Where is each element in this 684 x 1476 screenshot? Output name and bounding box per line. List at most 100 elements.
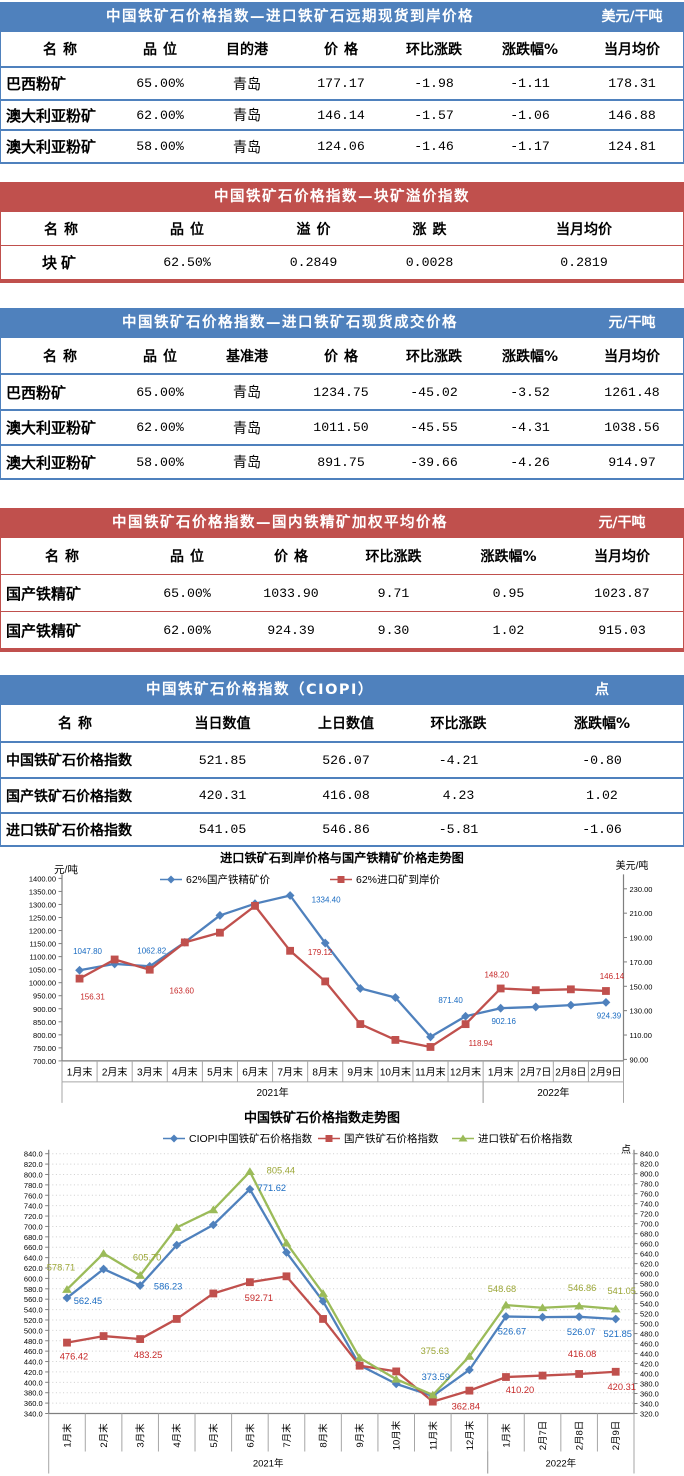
left-tick-label: 400.0 [24,1378,43,1387]
square-marker [172,1315,181,1323]
cell-value: 178.31 [608,76,656,91]
column-header: 品位 [170,221,210,238]
category-label: 1月末 [61,1423,73,1448]
cell-value: 青岛 [233,385,261,401]
data-label: 373.59 [422,1372,450,1382]
data-label: 420.31 [607,1382,635,1392]
column-header: 品位 [170,549,210,565]
triangle-marker [391,1374,402,1383]
cell-value: -1.06 [582,822,622,837]
data-label: 605.70 [133,1252,161,1262]
square-marker [325,1135,333,1142]
category-label: 12月末 [450,1065,481,1078]
category-label: 8月末 [318,1423,330,1448]
right-tick-label: 600.0 [640,1270,659,1279]
cell-value: 416.08 [322,788,370,803]
left-tick-label: 1150.00 [29,940,56,949]
cell-value: -0.80 [582,752,622,768]
series-line-1 [66,1275,616,1403]
diamond-marker [170,1134,178,1143]
category-label: 3月末 [137,1065,163,1078]
left-tick-label: 700.00 [33,1057,56,1066]
category-label: 11月末 [415,1065,445,1078]
category-label: 8月末 [312,1065,338,1078]
table-title-bar: 中国铁矿石价格指数—国内铁精矿加权平均价格 元/干吨 [0,508,684,538]
left-tick-label: 800.0 [24,1170,43,1179]
column-header: 名称 [45,549,85,565]
right-tick-label: 340.0 [640,1400,659,1409]
triangle-marker [208,1205,219,1214]
square-marker [63,1338,71,1347]
legend-label: 进口铁矿石价格指数 [478,1132,573,1145]
right-tick-label: 620.0 [640,1260,659,1269]
cell-value: 1038.56 [604,420,660,435]
square-marker [566,985,575,994]
cell-value: 124.06 [317,139,365,154]
category-label: 11月末 [427,1421,439,1450]
diamond-marker [464,1365,474,1375]
cell-value: 0.2819 [560,255,608,270]
square-marker [611,1367,620,1376]
triangle-marker [281,1238,292,1247]
table-header-row: 名称 当日数值 上日数值 环比涨跌 涨跌幅% [1,705,683,741]
table-row: 澳大利亚粉矿 62.00% 青岛 1011.50 -45.55 -4.31 1038.56 [1,409,683,444]
cell-value: 62.00% [163,622,211,638]
category-label: 4月末 [172,1065,198,1078]
cell-value: 924.39 [267,622,315,638]
cell-value: 1234.75 [313,384,369,400]
data-label: 546.86 [568,1283,596,1293]
right-tick-label: 110.00 [630,1031,652,1040]
category-label: 9月末 [354,1423,366,1448]
legend-label: 国产铁矿石价格指数 [344,1132,439,1145]
cell-value: 65.00% [163,585,211,601]
data-label: 410.20 [506,1385,534,1395]
cell-value: 0.2849 [289,255,338,270]
square-marker [337,876,345,883]
right-tick-label: 800.0 [640,1170,659,1179]
triangle-marker [62,1285,72,1293]
column-header: 当月均价 [604,348,660,365]
right-tick-label: 90.00 [630,1055,649,1064]
left-tick-label: 680.0 [24,1233,43,1242]
cell-value: 4.23 [442,788,475,803]
cell-value: -1.06 [510,107,550,123]
year-label: 2021年 [256,1086,288,1099]
diamond-marker [135,1281,145,1290]
cell-value: 青岛 [233,455,261,471]
left-tick-label: 820.0 [24,1160,43,1169]
square-marker [602,987,610,995]
right-tick-label: 320.0 [640,1410,659,1419]
row-name: 国产铁精矿 [6,621,82,640]
category-label: 10月末 [380,1065,411,1078]
table-row: 巴西粉矿 65.00% 青岛 1234.75 -45.02 -3.52 1261.48 [1,373,683,409]
data-label: 179.12 [308,948,333,957]
legend-label: 62%进口矿到岸价 [356,873,441,886]
right-tick-label: 560.0 [640,1290,659,1299]
left-tick-label: 1050.00 [29,966,56,975]
column-header: 当日数值 [194,716,251,732]
column-header: 环比涨跌 [406,42,462,58]
data-label: 163.60 [170,987,195,996]
left-tick-label: 580.0 [24,1285,43,1294]
data-label: 146.14 [600,972,625,981]
diamond-marker [574,1312,584,1322]
diamond-marker [99,1264,108,1274]
diamond-marker [215,911,225,920]
data-label: 476.42 [60,1352,88,1362]
left-tick-label: 740.0 [24,1202,43,1211]
cell-value: 521.85 [198,752,247,768]
category-label: 5月末 [208,1423,220,1448]
cell-value: -1.57 [414,107,454,123]
left-tick-label: 360.0 [24,1399,43,1408]
data-label: 805.44 [267,1166,295,1176]
column-header: 上日数值 [318,716,374,732]
diamond-marker [167,875,175,884]
cell-value: 1011.50 [313,420,369,435]
square-marker [110,955,119,964]
series-line-1 [78,904,607,1049]
diamond-marker [390,993,400,1002]
column-header: 品位 [143,42,183,58]
cell-value: 177.17 [317,76,365,91]
data-label: 541.05 [607,1286,635,1296]
